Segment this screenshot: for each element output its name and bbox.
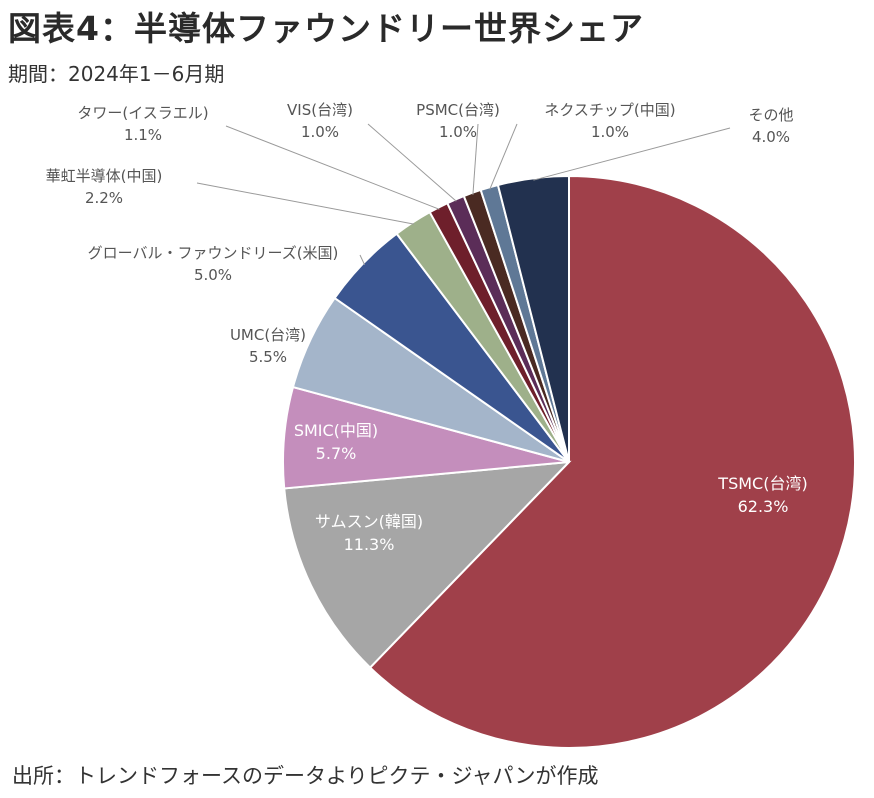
svg-text:1.0%: 1.0% [301, 123, 339, 141]
svg-text:UMC(台湾): UMC(台湾) [230, 326, 306, 344]
svg-text:PSMC(台湾): PSMC(台湾) [416, 101, 500, 119]
pie-chart: TSMC(台湾) 62.3% サムスン(韓国) 11.3% SMIC(中国) 5.7% UM… [0, 0, 874, 798]
slice-label: グローバル・ファウンドリーズ(米国) 5.0% [88, 244, 339, 284]
source-note: 出所：トレンドフォースのデータよりピクテ・ジャパンが作成 [12, 760, 599, 790]
svg-text:1.0%: 1.0% [591, 123, 629, 141]
leader-line [197, 183, 414, 224]
svg-text:VIS(台湾): VIS(台湾) [287, 101, 353, 119]
svg-text:5.0%: 5.0% [194, 266, 232, 284]
svg-text:1.1%: 1.1% [124, 126, 162, 144]
slice-label: VIS(台湾) 1.0% [287, 101, 353, 141]
svg-text:11.3%: 11.3% [344, 535, 395, 554]
svg-text:華虹半導体(中国): 華虹半導体(中国) [46, 167, 163, 185]
svg-text:TSMC(台湾): TSMC(台湾) [717, 474, 807, 493]
svg-text:2.2%: 2.2% [85, 189, 123, 207]
slice-label: その他 4.0% [748, 106, 793, 146]
slice-label: タワー(イスラエル) 1.1% [77, 104, 208, 144]
svg-text:サムスン(韓国): サムスン(韓国) [315, 512, 423, 531]
svg-text:グローバル・ファウンドリーズ(米国): グローバル・ファウンドリーズ(米国) [88, 244, 339, 262]
leader-line [533, 128, 730, 180]
svg-text:1.0%: 1.0% [439, 123, 477, 141]
slice-label: UMC(台湾) 5.5% [230, 326, 306, 366]
svg-text:5.7%: 5.7% [316, 444, 357, 463]
svg-text:タワー(イスラエル): タワー(イスラエル) [77, 104, 208, 122]
svg-text:4.0%: 4.0% [752, 128, 790, 146]
leader-line [490, 124, 517, 189]
svg-text:その他: その他 [748, 106, 793, 124]
svg-text:62.3%: 62.3% [738, 497, 789, 516]
slice-label: PSMC(台湾) 1.0% [416, 101, 500, 141]
svg-text:5.5%: 5.5% [249, 348, 287, 366]
svg-text:SMIC(中国): SMIC(中国) [294, 421, 378, 440]
slice-label: 華虹半導体(中国) 2.2% [46, 167, 163, 207]
slice-label: ネクスチップ(中国) 1.0% [544, 101, 675, 141]
svg-text:ネクスチップ(中国): ネクスチップ(中国) [544, 101, 675, 119]
